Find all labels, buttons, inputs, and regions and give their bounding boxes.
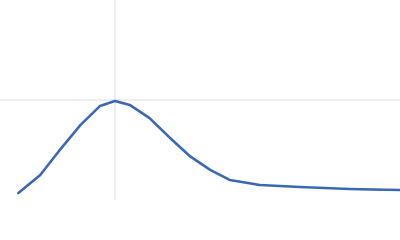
chart (0, 0, 400, 200)
page: (() => { const data = JSON.parse(documen… (0, 0, 400, 200)
data-line (17, 99, 400, 195)
